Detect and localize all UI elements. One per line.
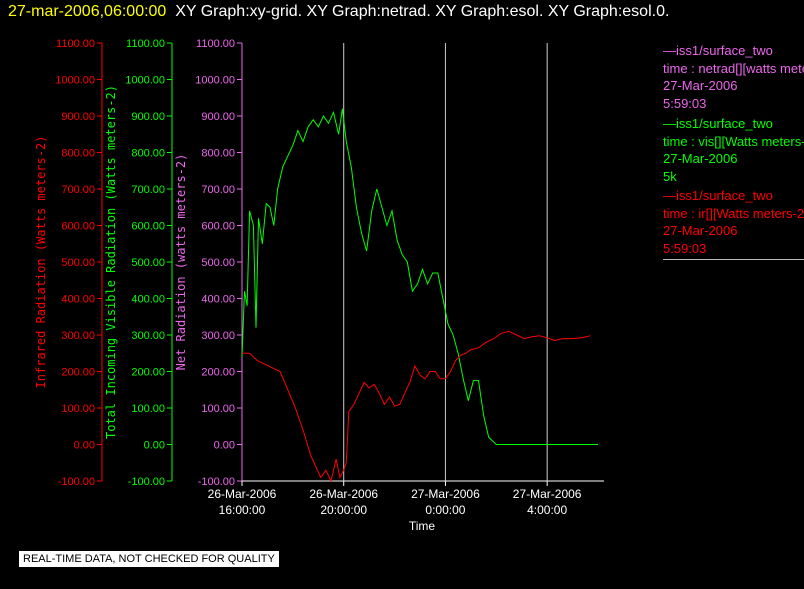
y-axis-label: Net Radiation (watts meters-2) — [174, 154, 188, 371]
y-tick-label: 400.00 — [61, 294, 95, 306]
y-tick-label: 900.00 — [201, 111, 235, 123]
legend-date: 27-Mar-2006 — [663, 151, 738, 166]
y-axis-label: Infrared Radiation (Watts meters-2) — [34, 136, 48, 389]
y-axis-label: Total Incoming Visible Radiation (Watts … — [104, 85, 118, 439]
series-group — [241, 108, 598, 483]
y-tick-label: -100.00 — [198, 476, 235, 488]
y-tick-label: 200.00 — [201, 367, 235, 379]
y-tick-label: 800.00 — [131, 148, 165, 160]
legend-station: —iss1/surface_two — [663, 116, 773, 131]
y-tick-label: 1100.00 — [196, 38, 235, 50]
x-tick-date: 26-Mar-2006 — [208, 487, 277, 501]
y-tick-label: 300.00 — [61, 330, 95, 342]
y-tick-label: 0.00 — [144, 440, 165, 452]
series-ir-line — [242, 330, 591, 483]
y-tick-label: 600.00 — [131, 221, 165, 233]
y-tick-label: 700.00 — [131, 184, 165, 196]
y-tick-label: 100.00 — [201, 403, 235, 415]
legend-date: 27-Mar-2006 — [663, 223, 738, 238]
y-tick-label: -100.00 — [128, 476, 165, 488]
y-tick-label: 600.00 — [201, 221, 235, 233]
x-tick-date: 27-Mar-2006 — [513, 487, 582, 501]
y-tick-label: 400.00 — [131, 294, 165, 306]
legend-station: —iss1/surface_two — [663, 43, 773, 58]
x-ticks-group: 26-Mar-2006 16:00:00 26-Mar-2006 20:00:00 27… — [208, 481, 582, 517]
x-tick-time: 20:00:00 — [320, 503, 367, 517]
y-tick-label: 1100.00 — [56, 38, 95, 50]
y-tick-label: 600.00 — [61, 221, 95, 233]
y-tick-label: 400.00 — [201, 294, 235, 306]
y-tick-label: 1000.00 — [55, 75, 95, 87]
y-tick-label: 0.00 — [214, 440, 235, 452]
header-bar: 27-mar-2006,06:00:00 XY Graph:xy-grid. X… — [8, 3, 669, 21]
y-tick-label: 500.00 — [131, 257, 165, 269]
legend-desc: time : netrad[][watts meters-2] — [663, 60, 804, 76]
y-tick-label: 700.00 — [201, 184, 235, 196]
legend-station: —iss1/surface_two — [663, 188, 773, 203]
y-tick-label: 1000.00 — [195, 75, 235, 87]
legend-divider — [663, 259, 804, 260]
y-tick-label: 800.00 — [201, 148, 235, 160]
x-tick-time: 4:00:00 — [527, 503, 567, 517]
grid-group — [343, 43, 548, 481]
y-tick-label: 500.00 — [61, 257, 95, 269]
y-tick-label: 100.00 — [131, 403, 165, 415]
legend-desc: time : vis[][Watts meters-2] — [663, 133, 804, 149]
series-vis-line — [241, 108, 598, 445]
legend-entry-vis: —iss1/surface_two time : vis[][Watts met… — [663, 115, 804, 185]
axes-group: -100.00 0.00 100.00 200.00 300.00 400.00 500.0… — [34, 38, 604, 488]
legend-extra: 5k — [663, 168, 677, 184]
y-tick-label: 500.00 — [201, 257, 235, 269]
y-tick-label: 200.00 — [131, 367, 165, 379]
y-tick-label: 300.00 — [201, 330, 235, 342]
x-tick-date: 26-Mar-2006 — [309, 487, 378, 501]
legend-desc: time : ir[][Watts meters-2] — [663, 205, 804, 221]
y-tick-label: 300.00 — [131, 330, 165, 342]
legend-entry-ir: —iss1/surface_two time : ir[][Watts mete… — [663, 187, 804, 257]
y-tick-label: 900.00 — [131, 111, 165, 123]
y-tick-label: 700.00 — [61, 184, 95, 196]
x-tick-time: 0:00:00 — [425, 503, 465, 517]
legend-entry-netrad: —iss1/surface_two time : netrad[][watts … — [663, 42, 804, 112]
y-tick-label: 900.00 — [61, 111, 95, 123]
legend-extra: 5:59:03 — [663, 240, 707, 256]
y-tick-label: -100.00 — [58, 476, 95, 488]
y-tick-label: 800.00 — [61, 148, 95, 160]
timestamp: 27-mar-2006,06:00:00 — [8, 3, 167, 20]
y-tick-label: 1100.00 — [126, 38, 165, 50]
quality-disclaimer: REAL-TIME DATA, NOT CHECKED FOR QUALITY — [19, 551, 279, 567]
legend-extra: 5:59:03 — [663, 95, 707, 111]
legend-date: 27-Mar-2006 — [663, 78, 738, 93]
y-tick-label: 0.00 — [74, 440, 95, 452]
graph-titles: XY Graph:xy-grid. XY Graph:netrad. XY Gr… — [175, 3, 670, 20]
y-tick-label: 200.00 — [61, 367, 95, 379]
y-tick-label: 1000.00 — [125, 75, 165, 87]
x-tick-time: 16:00:00 — [219, 503, 266, 517]
x-tick-date: 27-Mar-2006 — [411, 487, 480, 501]
y-tick-label: 100.00 — [61, 403, 95, 415]
x-axis-label: Time — [409, 519, 436, 533]
